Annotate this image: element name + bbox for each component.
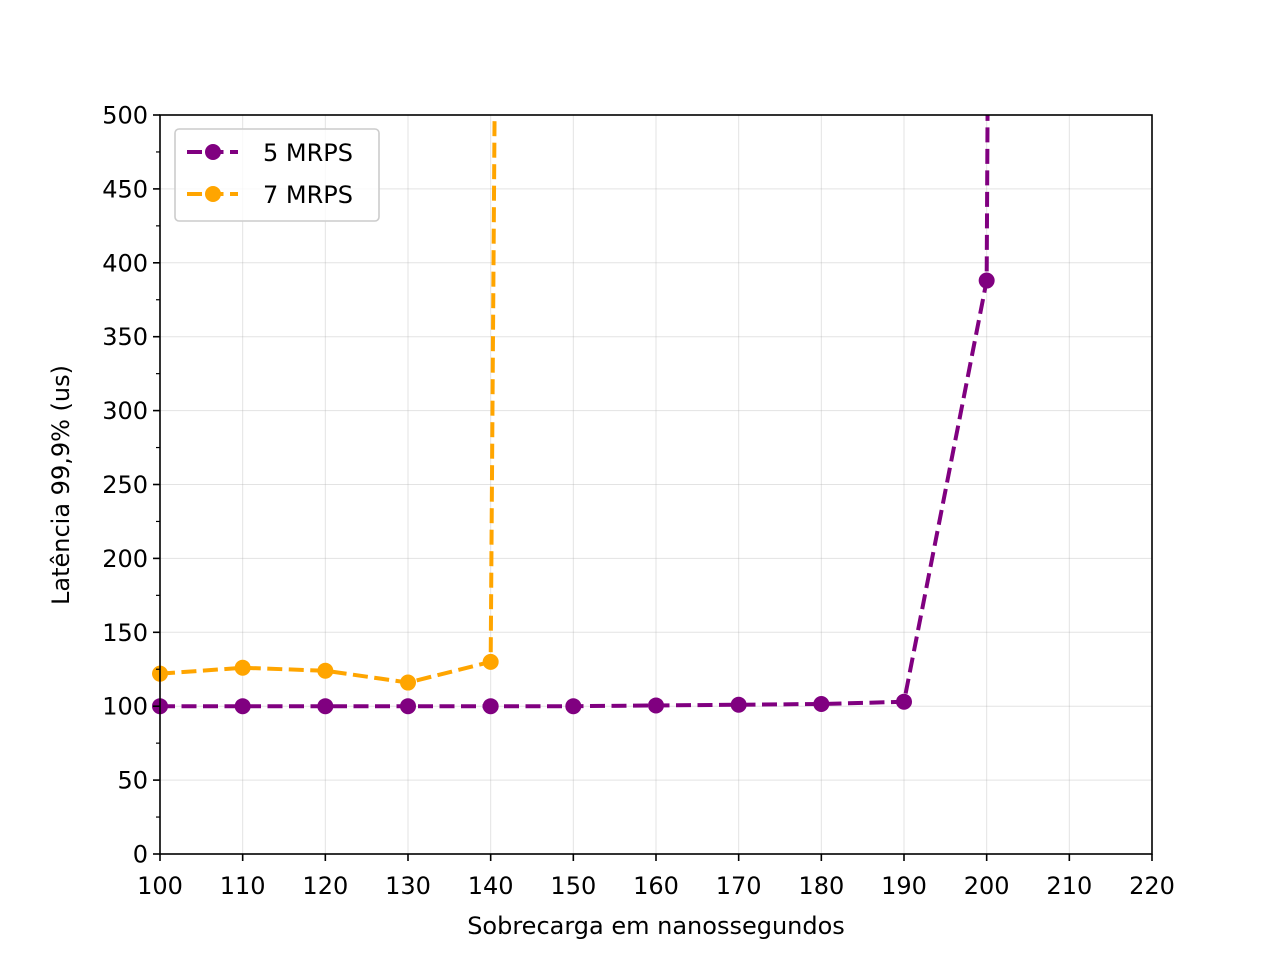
series-layer bbox=[160, 115, 990, 709]
x-tick-label: 160 bbox=[633, 872, 679, 900]
y-tick-label: 500 bbox=[102, 102, 148, 130]
x-tick-label: 170 bbox=[716, 872, 762, 900]
y-tick-label: 300 bbox=[102, 397, 148, 425]
x-tick-label: 130 bbox=[385, 872, 431, 900]
y-tick-label: 50 bbox=[117, 767, 148, 795]
data-point-7-mrps bbox=[317, 662, 334, 679]
y-tick-label: 150 bbox=[102, 619, 148, 647]
legend-label-5-mrps: 5 MRPS bbox=[263, 139, 353, 167]
legend: 5 MRPS 7 MRPS bbox=[174, 128, 380, 222]
x-tick-label: 100 bbox=[137, 872, 183, 900]
y-axis-title: Latência 99,9% (us) bbox=[47, 365, 75, 605]
data-point-5-mrps bbox=[234, 698, 251, 715]
y-tick-label: 200 bbox=[102, 545, 148, 573]
data-point-5-mrps bbox=[978, 272, 995, 289]
data-point-7-mrps bbox=[234, 659, 251, 676]
data-point-5-mrps bbox=[400, 698, 416, 715]
data-point-7-mrps bbox=[400, 674, 416, 691]
data-point-5-mrps bbox=[648, 697, 664, 714]
x-tick-label: 210 bbox=[1046, 872, 1092, 900]
x-tick-label: 120 bbox=[302, 872, 348, 900]
x-tick-label: 140 bbox=[468, 872, 514, 900]
x-tick-label: 180 bbox=[798, 872, 844, 900]
legend-label-7-mrps: 7 MRPS bbox=[263, 181, 353, 209]
x-tick-label: 150 bbox=[550, 872, 596, 900]
y-tick-label: 100 bbox=[102, 693, 148, 721]
y-tick-label: 250 bbox=[102, 471, 148, 499]
data-point-7-mrps bbox=[482, 653, 499, 670]
series-line-5-mrps bbox=[160, 115, 990, 709]
axes: 100 110 120 130 140 150 160 170 180 190 200 210 220 0… bbox=[102, 102, 1175, 901]
y-tick-label: 0 bbox=[133, 841, 148, 869]
data-point-5-mrps bbox=[730, 696, 747, 713]
grid bbox=[159, 114, 1153, 855]
data-point-5-mrps bbox=[813, 695, 830, 712]
series-line-7-mrps bbox=[160, 115, 497, 685]
data-point-5-mrps bbox=[896, 693, 912, 710]
legend-marker-5-mrps bbox=[205, 144, 221, 160]
x-tick-label: 200 bbox=[964, 872, 1010, 900]
x-tick-label: 220 bbox=[1129, 872, 1175, 900]
x-axis-title: Sobrecarga em nanossegundos bbox=[467, 912, 845, 940]
y-tick-label: 400 bbox=[102, 249, 148, 277]
data-point-5-mrps bbox=[565, 698, 582, 715]
legend-marker-7-mrps bbox=[205, 186, 221, 202]
data-point-5-mrps bbox=[482, 698, 499, 715]
y-tick-label: 450 bbox=[102, 175, 148, 203]
legend-frame bbox=[174, 128, 380, 222]
marker-layer bbox=[152, 272, 995, 715]
x-tick-label: 190 bbox=[881, 872, 927, 900]
data-point-5-mrps bbox=[317, 698, 334, 715]
y-tick-label: 350 bbox=[102, 323, 148, 351]
x-tick-label: 110 bbox=[220, 872, 266, 900]
